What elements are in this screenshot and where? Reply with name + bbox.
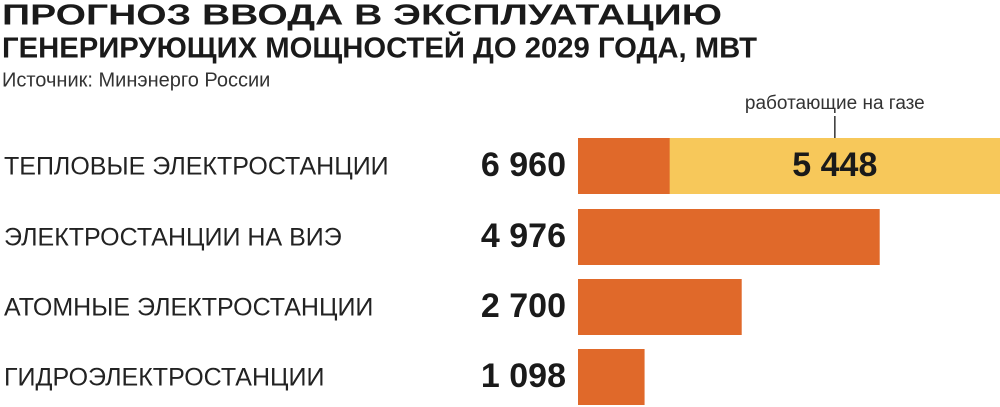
chart-title: ГЕНЕРИРУЮЩИХ МОЩНОСТЕЙ ДО 2029 ГОДА, МВТ [2, 31, 757, 65]
value-label: 4 976 [481, 217, 566, 255]
bar [578, 209, 880, 265]
highlight-bar [669, 138, 1000, 194]
category-label: ЭЛЕКТРОСТАНЦИИ НА ВИЭ [4, 224, 342, 252]
chart-subtitle: Источник: Минэнерго России [2, 69, 270, 91]
category-label: ГИДРОЭЛЕКТРОСТАНЦИИ [4, 364, 324, 392]
value-label: 6 960 [481, 146, 566, 184]
category-label: АТОМНЫЕ ЭЛЕКТРОСТАНЦИИ [4, 294, 373, 322]
value-label: 1 098 [481, 357, 566, 395]
highlight-annotation: работающие на газе [745, 93, 925, 114]
highlight-value-label: 5 448 [792, 146, 877, 184]
chart-title: ПРОГНОЗ ВВОДА В ЭКСПЛУАТАЦИЮ [2, 0, 722, 32]
value-label: 2 700 [481, 287, 566, 325]
bar [578, 349, 645, 405]
category-label: ТЕПЛОВЫЕ ЭЛЕКТРОСТАНЦИИ [4, 153, 389, 181]
bar [578, 279, 742, 335]
